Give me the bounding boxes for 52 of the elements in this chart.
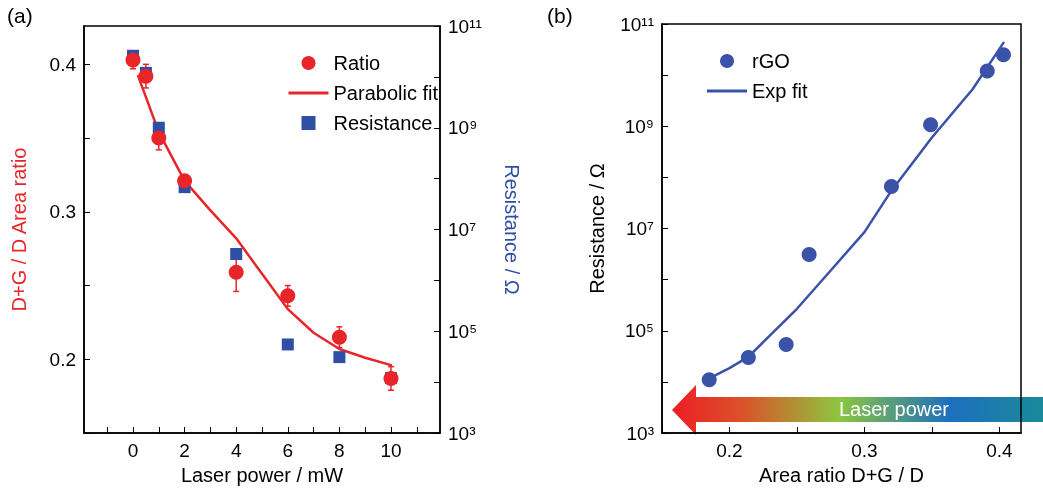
y2-tick-label: 10¹¹ <box>448 15 482 37</box>
x-tick-label: 2 <box>179 440 190 461</box>
chart-title: (b) <box>547 4 573 27</box>
y2-tick-label: 10⁷ <box>448 219 477 240</box>
y-tick-label: 10¹¹ <box>620 13 654 35</box>
point <box>979 63 995 79</box>
point <box>923 117 939 133</box>
y-tick-label: 0.4 <box>49 53 77 75</box>
point <box>701 372 717 388</box>
y-axis-title: Resistance / Ω <box>586 163 608 294</box>
point <box>280 288 296 304</box>
x-tick-label: 10 <box>380 440 402 461</box>
legend-label: rGO <box>752 50 790 72</box>
point <box>331 329 347 345</box>
legend-label: Resistance <box>333 112 433 134</box>
point <box>801 247 817 262</box>
point <box>177 173 193 189</box>
point <box>333 351 346 364</box>
y-tick-label: 10⁵ <box>624 320 654 342</box>
x-axis-title: Area ratio D+G / D <box>758 464 925 486</box>
annotation: Laser power <box>838 397 949 422</box>
y-tick-label: 10³ <box>626 422 654 444</box>
legend-label: Parabolic fit <box>333 82 439 104</box>
point <box>138 68 154 84</box>
point <box>883 179 899 195</box>
x-tick-label: 0 <box>127 440 139 461</box>
chart-title: (a) <box>7 4 33 27</box>
point <box>995 47 1011 63</box>
legend-label: Ratio <box>333 52 381 74</box>
x-tick-label: 0.3 <box>851 440 878 461</box>
y2-axis-title: Resistance / Ω <box>501 164 523 295</box>
point <box>151 130 167 146</box>
y-tick-label: 10⁷ <box>625 218 655 239</box>
y-tick-label: 10⁹ <box>624 115 654 137</box>
point <box>230 248 243 260</box>
x-tick-label: 0.4 <box>986 440 1014 461</box>
x-tick-label: 4 <box>230 440 242 461</box>
y2-tick-label: 10⁹ <box>448 117 478 139</box>
point <box>281 338 294 351</box>
y2-tick-label: 10⁵ <box>448 320 478 342</box>
legend-label: Exp fit <box>752 80 809 102</box>
point <box>228 264 244 280</box>
y-tick-label: 0.2 <box>49 348 76 370</box>
x-tick-label: 6 <box>282 440 294 461</box>
x-axis-title: Laser power / mW <box>180 464 344 486</box>
y-tick-label: 0.3 <box>49 201 76 223</box>
point <box>778 336 794 352</box>
y2-tick-label: 10³ <box>448 422 476 444</box>
point <box>740 349 756 365</box>
y-axis-title: D+G / D Area ratio <box>8 147 30 312</box>
x-tick-label: 8 <box>334 440 345 461</box>
x-tick-label: 0.2 <box>716 440 743 461</box>
